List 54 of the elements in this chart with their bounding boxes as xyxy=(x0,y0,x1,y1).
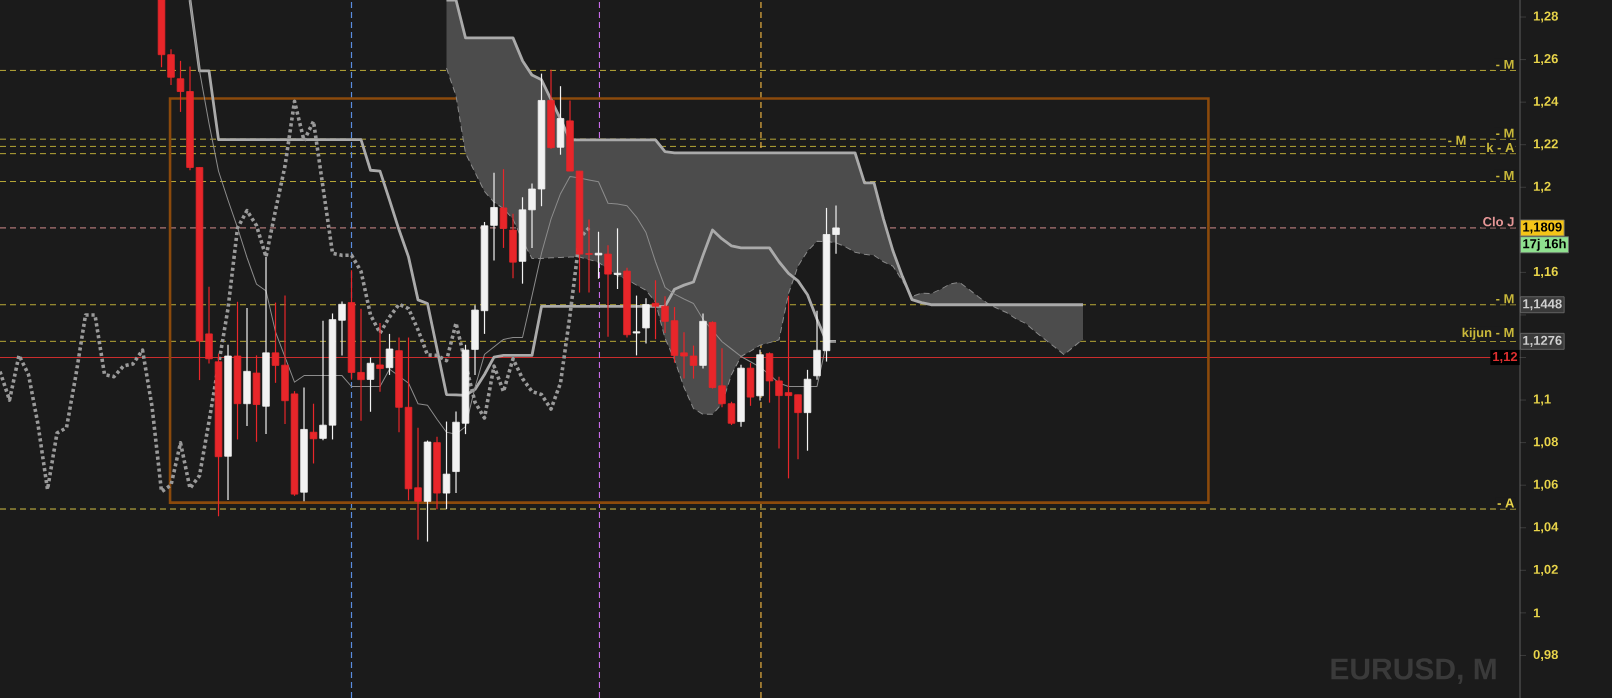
y-tick-label: 1,08 xyxy=(1533,437,1558,449)
y-tick-label: 1,24 xyxy=(1533,96,1559,108)
candlestick xyxy=(338,300,346,356)
y-tick-label: 1,06 xyxy=(1533,479,1558,491)
candlestick xyxy=(775,376,783,449)
candlestick xyxy=(366,356,375,413)
ref-line-label: Clo J xyxy=(1483,216,1514,227)
ref-line-label: - M xyxy=(1448,135,1466,145)
candlestick xyxy=(604,244,612,338)
ref-line-label: - M xyxy=(1496,59,1514,69)
ref-line-label: - M xyxy=(1496,170,1514,180)
ref-line-label: k - A xyxy=(1487,142,1515,153)
candlestick xyxy=(613,227,622,290)
ref-line-label: 1,12 xyxy=(1493,351,1518,364)
ref-line-label: - M xyxy=(1496,294,1514,304)
y-tick-label: 1 xyxy=(1533,608,1540,618)
line-series xyxy=(0,99,591,494)
y-tick-label: 0,98 xyxy=(1533,649,1558,661)
candlestick xyxy=(680,331,688,380)
y-tick-label: 1,16 xyxy=(1533,266,1558,278)
y-tick-label: 1,1 xyxy=(1533,394,1551,406)
annotation: 1,1809 xyxy=(1523,222,1562,234)
ref-line-label: kijun - M xyxy=(1462,327,1514,340)
candlestick xyxy=(689,344,698,380)
candlestick xyxy=(385,333,394,376)
y-tick-label: 1,2 xyxy=(1533,181,1551,193)
candlestick xyxy=(651,279,660,340)
y-tick-label: 1,26 xyxy=(1533,54,1558,66)
candlestick xyxy=(528,182,536,249)
candlestick xyxy=(832,204,840,255)
candlestick xyxy=(319,320,327,441)
y-tick-label: 1,04 xyxy=(1533,522,1559,534)
y-tick-label: 1,22 xyxy=(1533,139,1558,151)
candlestick xyxy=(632,294,641,356)
candlestick xyxy=(718,347,726,408)
text: 17j 16h xyxy=(1523,238,1566,251)
candlestick xyxy=(442,420,451,510)
candlestick xyxy=(414,427,422,541)
candlestick xyxy=(585,218,593,294)
y-tick-label: 1,02 xyxy=(1533,564,1558,576)
y-tick-label: 1,28 xyxy=(1533,11,1558,23)
candlestick xyxy=(499,168,508,249)
candlestick xyxy=(490,172,498,262)
ref-line-label: - A xyxy=(1497,498,1515,508)
candlestick xyxy=(661,295,669,334)
candlestick xyxy=(727,401,736,426)
candlestick xyxy=(642,297,650,345)
candlestick xyxy=(167,48,175,86)
annotation: 1,1276 xyxy=(1523,335,1562,347)
candlestick xyxy=(794,394,802,460)
annotation: 1,1448 xyxy=(1523,299,1562,311)
candlestick xyxy=(176,60,185,113)
ref-line-label: - M xyxy=(1496,128,1514,138)
candlestick xyxy=(594,231,603,280)
